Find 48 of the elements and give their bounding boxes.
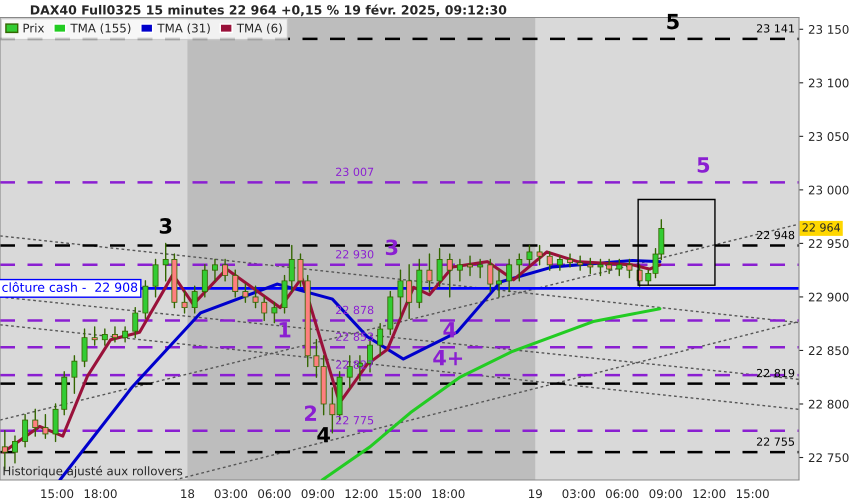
x-tick-label: 06:00 (258, 489, 291, 498)
annotation: 4+ (433, 350, 462, 366)
x-tick-label: 18 (181, 489, 194, 498)
ref-line-label: clôture cash - 22 908 (2, 282, 138, 292)
annotation: 22 775 (336, 416, 374, 424)
y-tick-label: 22 750 (808, 453, 849, 462)
annotation: 4 (443, 322, 456, 338)
x-tick-label: 09:00 (649, 489, 682, 498)
annotation: 23 007 (336, 168, 374, 176)
legend-label: TMA (155) (70, 23, 130, 34)
x-tick-label: 12:00 (346, 489, 378, 498)
y-tick-label: 23 150 (808, 25, 849, 34)
annotation: 1 (280, 322, 290, 338)
legend-label: Prix (24, 23, 44, 32)
annotation: 5 (667, 14, 679, 30)
annotation: 4 (317, 427, 330, 442)
y-tick-label: 22 800 (808, 400, 849, 409)
legend-label: TMA (31) (157, 23, 210, 34)
x-tick-label: 15:00 (736, 489, 769, 498)
legend-label: TMA (6) (236, 23, 282, 34)
ref-line-label: 22 755 (756, 437, 794, 446)
ref-line-label: 22 819 (756, 368, 794, 378)
x-tick-label: 09:00 (302, 489, 334, 498)
x-tick-label: 15:00 (41, 489, 74, 498)
annotation: 22 930 (336, 250, 374, 258)
y-tick-label: 22 950 (808, 239, 849, 248)
annotation: 3 (160, 218, 172, 234)
x-tick-label: 03:00 (214, 489, 248, 498)
y-tick-label: 23 100 (808, 78, 849, 88)
x-tick-label: 12:00 (693, 489, 726, 498)
annotation: 22 964 (802, 223, 840, 232)
x-tick-label: 18:00 (432, 489, 465, 498)
annotation: 5 (698, 157, 710, 173)
ref-line-label: 22 948 (756, 230, 794, 240)
y-tick-label: 22 850 (808, 346, 849, 356)
chart-title: DAX40 Full0325 15 minutes 22 964 +0,15 % 19 févr. 2025, 09:12:30 (30, 4, 506, 16)
y-tick-label: 23 000 (808, 186, 849, 195)
y-tick-label: 22 900 (808, 292, 849, 302)
annotation: 22 827 (336, 360, 374, 369)
y-tick-label: 23 050 (808, 132, 849, 141)
x-tick-label: 06:00 (606, 489, 638, 498)
x-tick-label: 18:00 (84, 489, 117, 498)
x-tick-label: 03:00 (562, 489, 595, 498)
x-tick-label: 15:00 (389, 489, 422, 498)
ref-line-label: 23 141 (756, 24, 794, 33)
annotation: 2 (305, 405, 316, 421)
annotation: Historique ajusté aux rollovers (4, 466, 182, 478)
x-tick-label: 19 (529, 489, 542, 498)
